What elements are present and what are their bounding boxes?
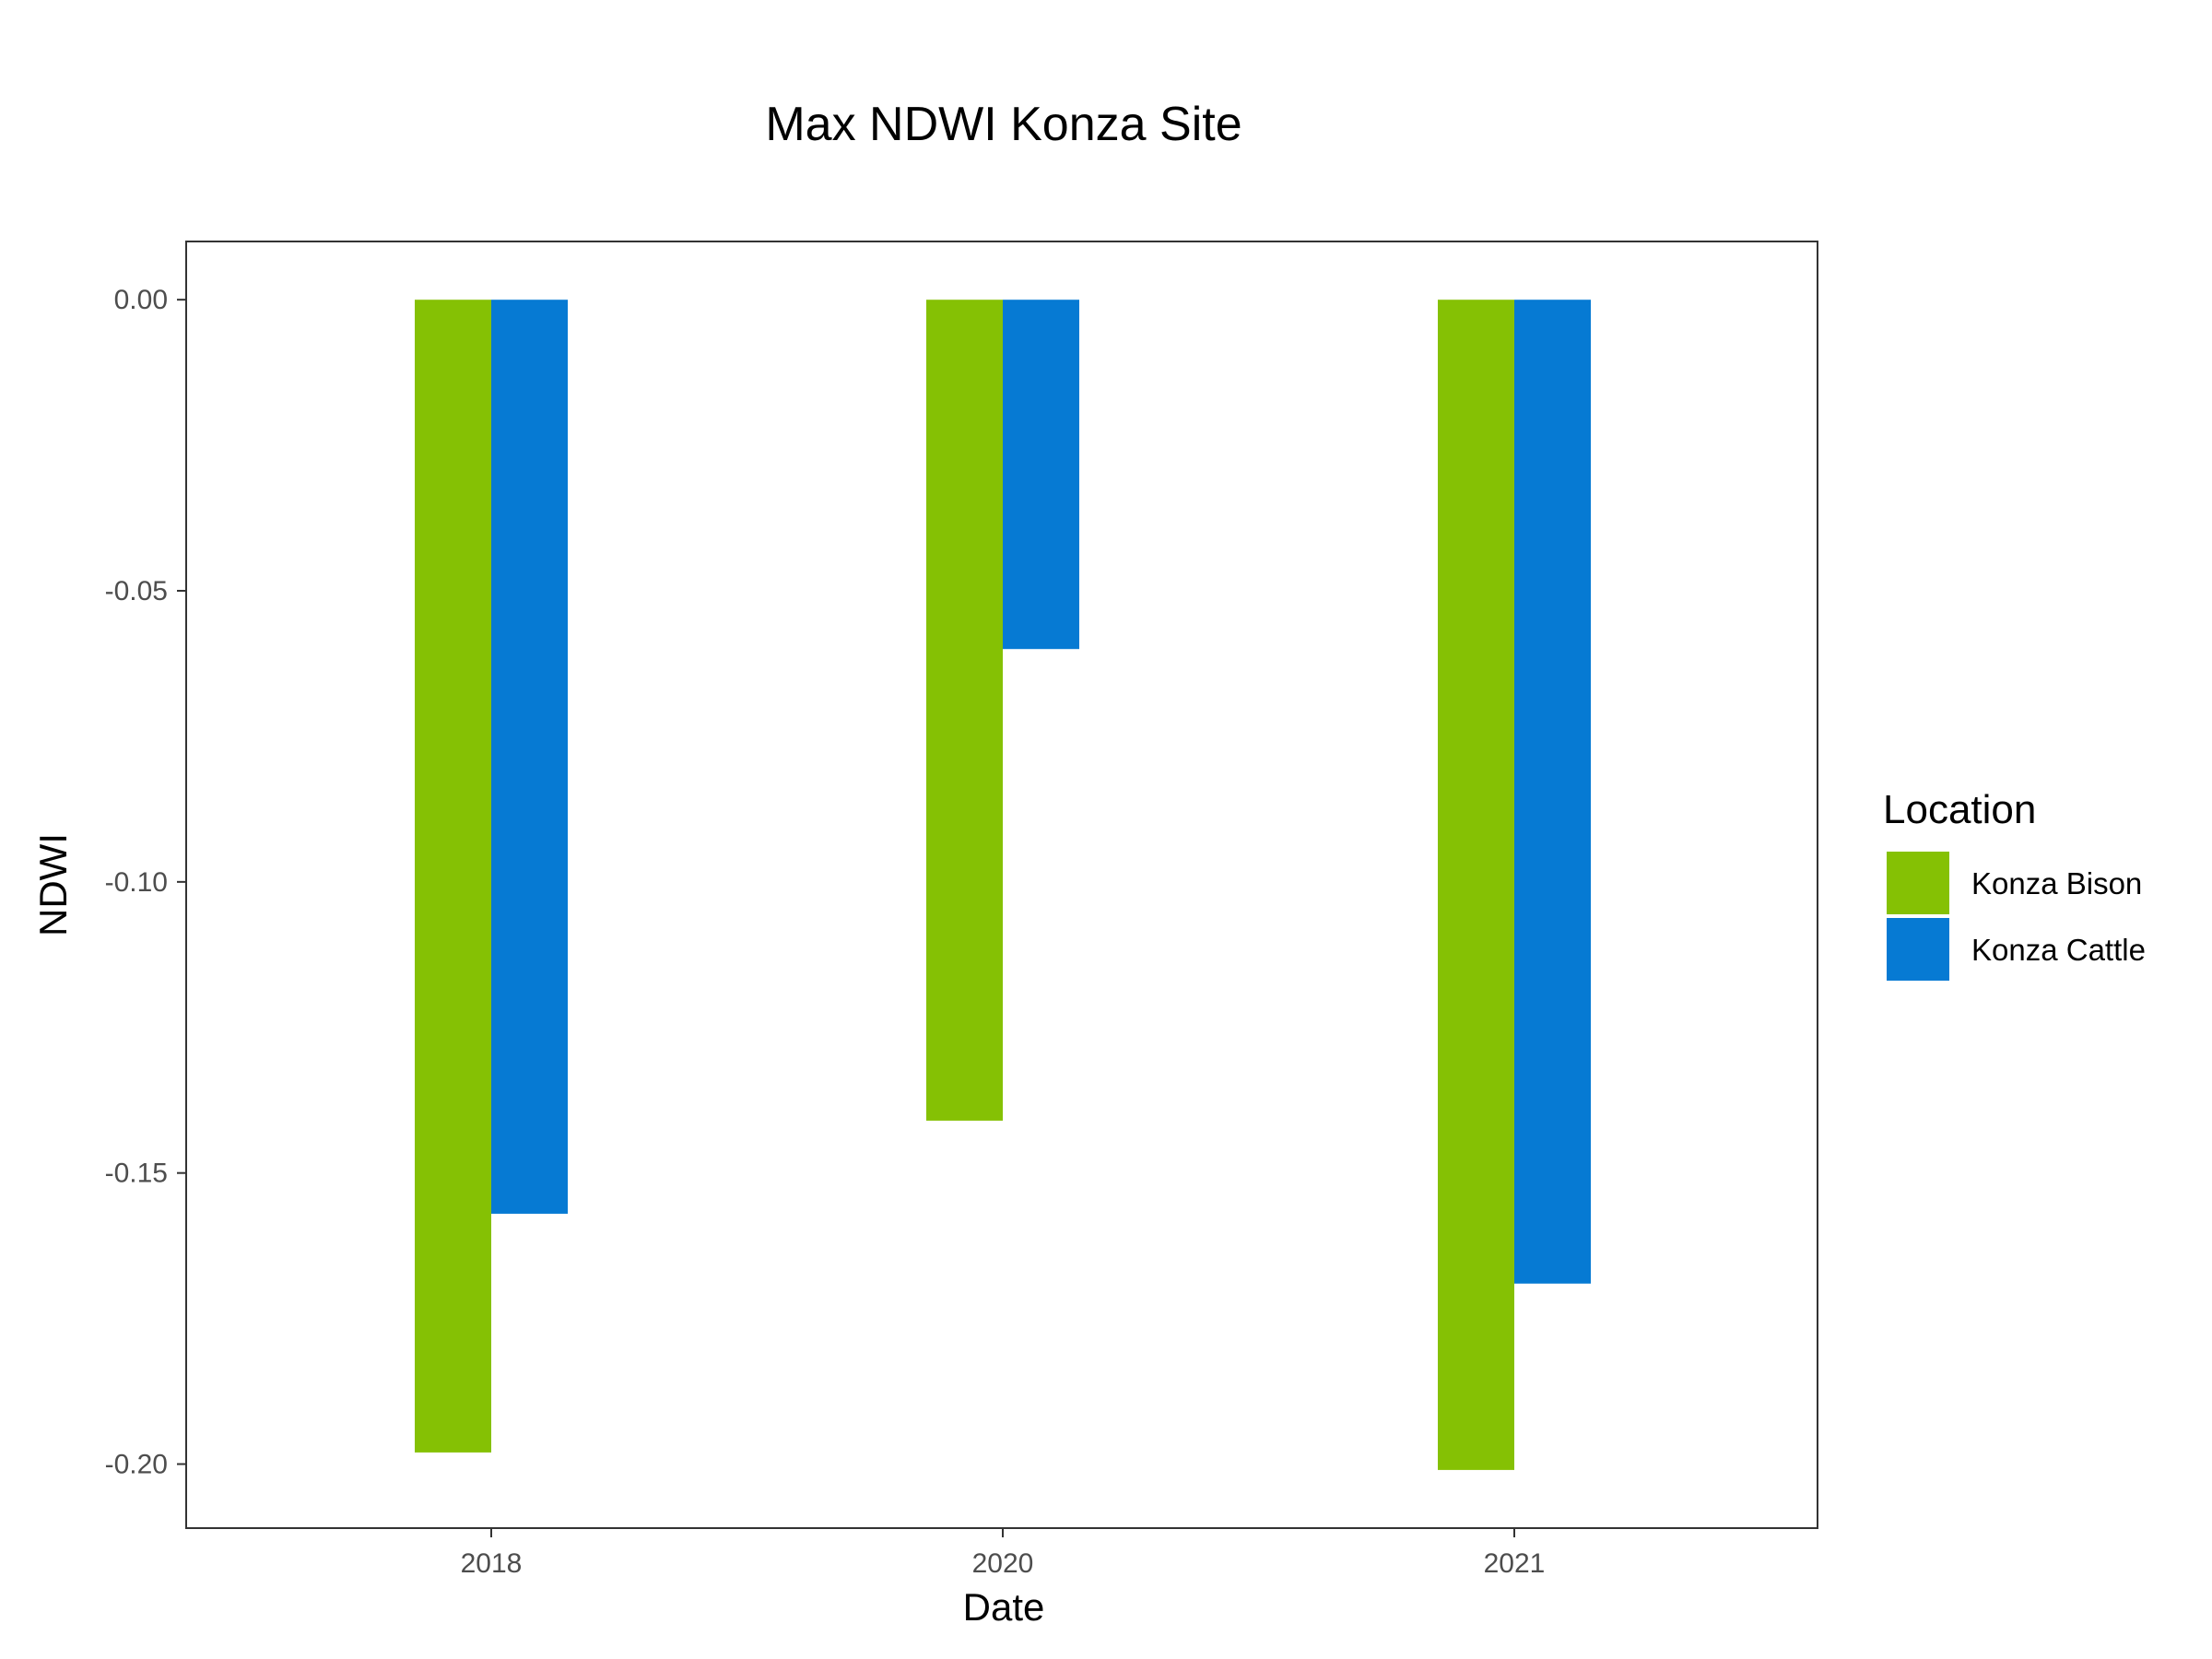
bar-konza-bison-2020 (926, 300, 1003, 1121)
x-axis-title: Date (963, 1585, 1045, 1629)
legend-items: Konza Bison Konza Cattle (1887, 852, 2146, 981)
legend-swatch-konza-bison (1887, 852, 1949, 914)
y-tick-label: -0.15 (105, 1159, 168, 1189)
legend-title: Location (1883, 787, 2036, 832)
y-tick-label: -0.10 (105, 867, 168, 898)
legend-label-konza-cattle: Konza Cattle (1971, 933, 2146, 967)
bar-konza-cattle-2021 (1514, 300, 1591, 1284)
y-tick-label: 0.00 (114, 285, 168, 315)
x-tick-label-2021: 2021 (1484, 1548, 1546, 1579)
x-axis-ticks: 2018 2020 2021 (461, 1528, 1546, 1579)
y-tick-label: -0.20 (105, 1450, 168, 1480)
y-tick-label: -0.05 (105, 576, 168, 606)
legend-label-konza-bison: Konza Bison (1971, 866, 2142, 900)
legend-swatch-konza-cattle (1887, 918, 1949, 981)
x-tick-label-2018: 2018 (461, 1548, 523, 1579)
y-axis-title: NDWI (31, 833, 75, 936)
plot-panel-border (185, 241, 1818, 1529)
chart-title: Max NDWI Konza Site (765, 98, 1241, 151)
bar-konza-cattle-2020 (1003, 300, 1079, 650)
bar-konza-cattle-2018 (491, 300, 568, 1214)
x-tick-label-2020: 2020 (972, 1548, 1034, 1579)
bar-konza-bison-2018 (415, 300, 491, 1453)
legend: Location Konza Bison Konza Cattle (1883, 787, 2146, 981)
bars-group (415, 300, 1591, 1470)
bar-konza-bison-2021 (1438, 300, 1514, 1470)
y-axis-ticks: 0.00 -0.05 -0.10 -0.15 -0.20 (105, 285, 186, 1480)
